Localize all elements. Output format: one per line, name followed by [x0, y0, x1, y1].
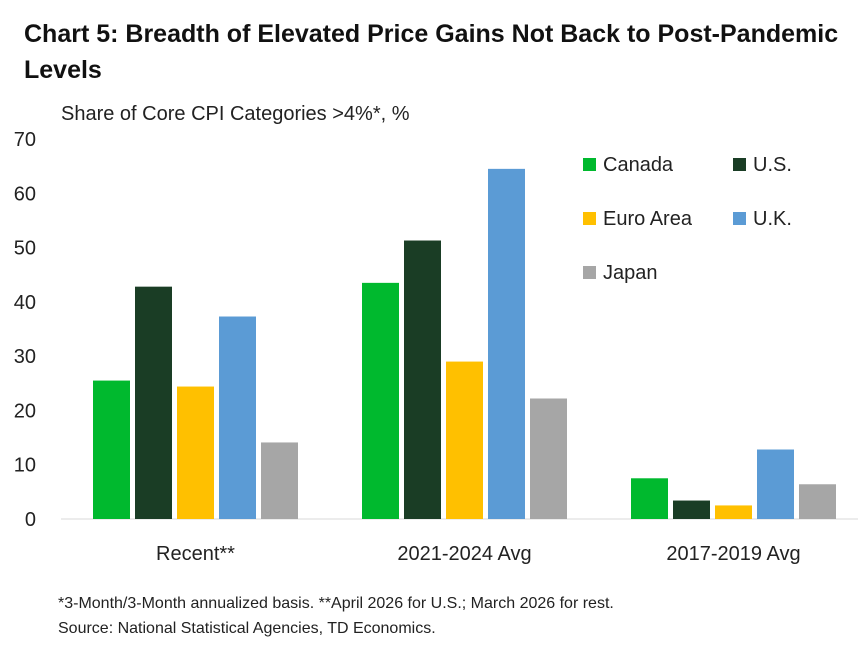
footnote-source: Source: National Statistical Agencies, T… [58, 620, 436, 637]
bar-u-s [135, 286, 172, 519]
bar-japan [799, 484, 836, 519]
y-tick-label: 40 [14, 292, 36, 314]
bar-canada [631, 478, 668, 519]
x-tick-label: Recent** [156, 543, 235, 565]
y-tick-label: 0 [25, 509, 36, 531]
bar-japan [261, 442, 298, 519]
legend-label: Japan [603, 262, 658, 284]
y-tick-label: 70 [14, 129, 36, 151]
bar-chart: 0 10 20 30 40 50 60 70 Recent** 2021-2024 Avg 2017… [14, 129, 858, 565]
legend-label: Euro Area [603, 208, 693, 230]
bar-u-k [757, 449, 794, 519]
x-tick-label: 2021-2024 Avg [397, 543, 531, 565]
bar-canada [93, 380, 130, 519]
y-tick-label: 10 [14, 455, 36, 477]
bar-japan [530, 398, 567, 519]
y-tick-label: 30 [14, 346, 36, 368]
bar-euro-area [715, 505, 752, 519]
bar-euro-area [446, 361, 483, 519]
bar-u-k [488, 168, 525, 519]
x-tick-label: 2017-2019 Avg [666, 543, 800, 565]
bar-u-s [673, 500, 710, 519]
legend-label: U.S. [753, 154, 792, 176]
legend-swatch [733, 212, 746, 225]
legend-swatch [583, 158, 596, 171]
bar-u-k [219, 316, 256, 519]
legend-swatch [583, 266, 596, 279]
bar-u-s [404, 240, 441, 519]
legend-label: Canada [603, 154, 674, 176]
chart-subtitle: Share of Core CPI Categories >4%*, % [61, 103, 410, 125]
bar-euro-area [177, 386, 214, 519]
y-tick-label: 50 [14, 238, 36, 260]
chart-title: Chart 5: Breadth of Elevated Price Gains… [24, 20, 839, 84]
bar-canada [362, 282, 399, 519]
y-tick-label: 60 [14, 183, 36, 205]
footnote-basis: *3-Month/3-Month annualized basis. **Apr… [58, 595, 614, 612]
legend-label: U.K. [753, 208, 792, 230]
legend-swatch [733, 158, 746, 171]
y-tick-label: 20 [14, 400, 36, 422]
legend-swatch [583, 212, 596, 225]
